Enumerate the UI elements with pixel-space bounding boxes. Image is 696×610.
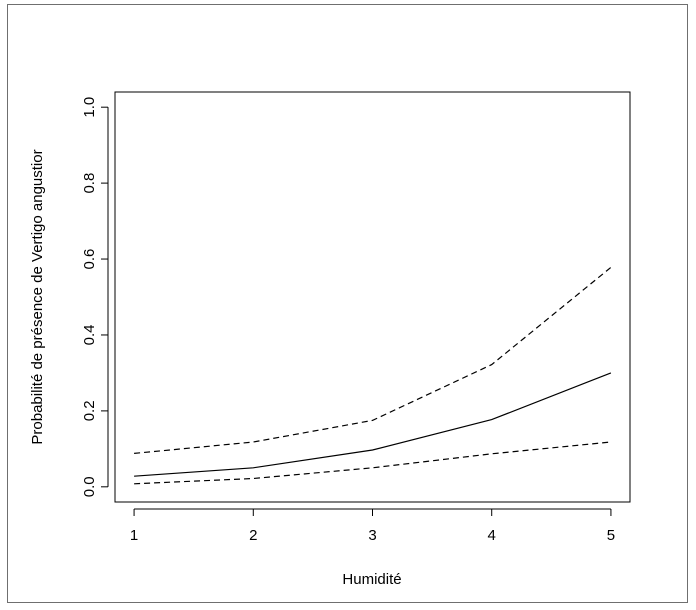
y-axis: 0.0 0.2 0.4 0.6 0.8 1.0 [81, 97, 109, 497]
plot-box [114, 91, 631, 503]
dashed-line-2 [134, 441, 611, 485]
figure-frame [7, 4, 688, 603]
y-tick-label: 0.0 [81, 476, 98, 497]
y-tick-label: 1.0 [81, 97, 98, 118]
x-tick-label: 2 [249, 527, 257, 544]
x-tick-label: 4 [488, 527, 496, 544]
x-tick-label: 3 [368, 527, 376, 544]
y-tick-label: 0.8 [81, 173, 98, 194]
y-tick-label: 0.6 [81, 249, 98, 270]
y-axis-label: Probabilité de présence de Vertigo angus… [29, 149, 46, 444]
y-tick-label: 0.4 [81, 325, 98, 346]
y-tick-label: 0.2 [81, 400, 98, 421]
x-tick-label: 5 [607, 527, 615, 544]
x-axis-label: Humidité [342, 571, 401, 588]
x-tick-label: 1 [130, 527, 138, 544]
series-layer [134, 266, 612, 485]
dashed-line-1 [134, 266, 612, 454]
x-axis: 1 2 3 4 5 [130, 508, 615, 544]
solid-line-0 [134, 372, 612, 477]
